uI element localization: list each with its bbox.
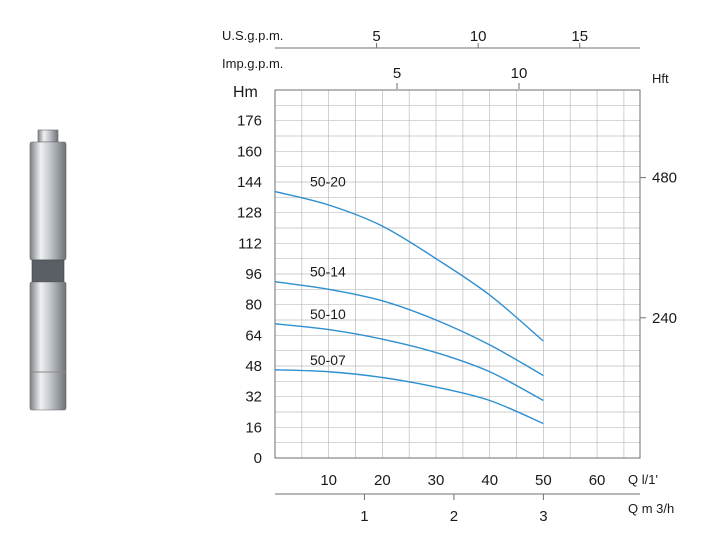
- q-lmin-tick-label: 20: [374, 472, 391, 489]
- hm-tick-label: 0: [254, 450, 262, 467]
- hm-tick-label: 32: [245, 389, 262, 406]
- pump-image: [29, 129, 67, 411]
- q-m3h-tick-label: 3: [539, 508, 547, 525]
- hft-tick-label: 240: [652, 310, 677, 327]
- q-m3h-tick-label: 2: [450, 508, 458, 525]
- q-m3h-axis-label: Q m 3/h: [628, 501, 674, 516]
- series-label: 50-07: [310, 352, 346, 368]
- hm-axis-label: Hm: [233, 84, 258, 101]
- series-label: 50-10: [310, 306, 346, 322]
- imp-gpm-tick-label: 5: [393, 65, 401, 82]
- imp-gpm-tick-label: 10: [511, 65, 528, 82]
- series-label: 50-14: [310, 264, 346, 280]
- q-m3h-tick-label: 1: [360, 508, 368, 525]
- us-gpm-tick-label: 5: [372, 28, 380, 45]
- series-curve-50-10: [274, 323, 544, 402]
- hm-tick-label: 64: [245, 327, 262, 344]
- series-curve-50-07: [274, 369, 544, 425]
- hm-tick-label: 16: [245, 419, 262, 436]
- hft-axis-label: Hft: [652, 71, 669, 86]
- hm-tick-label: 48: [245, 358, 262, 375]
- hft-tick-label: 480: [652, 170, 677, 187]
- imp-gpm-axis-label: Imp.g.p.m.: [222, 56, 283, 71]
- hm-tick-label: 144: [237, 174, 262, 191]
- q-lmin-tick-label: 10: [320, 472, 337, 489]
- q-lmin-tick-label: 50: [535, 472, 552, 489]
- series-curve-50-20: [274, 190, 544, 342]
- q-lmin-tick-label: 40: [481, 472, 498, 489]
- q-lmin-axis-label: Q l/1': [628, 472, 658, 487]
- hm-tick-label: 160: [237, 143, 262, 160]
- series-curves: 50-20 50-14 50-10 50-07: [274, 174, 544, 425]
- q-lmin-tick-label: 60: [589, 472, 606, 489]
- us-gpm-tick-label: 15: [571, 28, 588, 45]
- plot-frame: [274, 89, 641, 459]
- q-lmin-tick-label: 30: [428, 472, 445, 489]
- series-curve-50-14: [274, 280, 544, 377]
- us-gpm-axis-label: U.S.g.p.m.: [222, 28, 283, 43]
- hm-tick-label: 128: [237, 205, 262, 222]
- series-label: 50-20: [310, 174, 346, 190]
- us-gpm-tick-label: 10: [470, 28, 487, 45]
- hm-tick-label: 80: [245, 297, 262, 314]
- hm-tick-label: 96: [245, 266, 262, 283]
- hm-tick-label: 176: [237, 113, 262, 130]
- hm-tick-label: 112: [238, 235, 262, 252]
